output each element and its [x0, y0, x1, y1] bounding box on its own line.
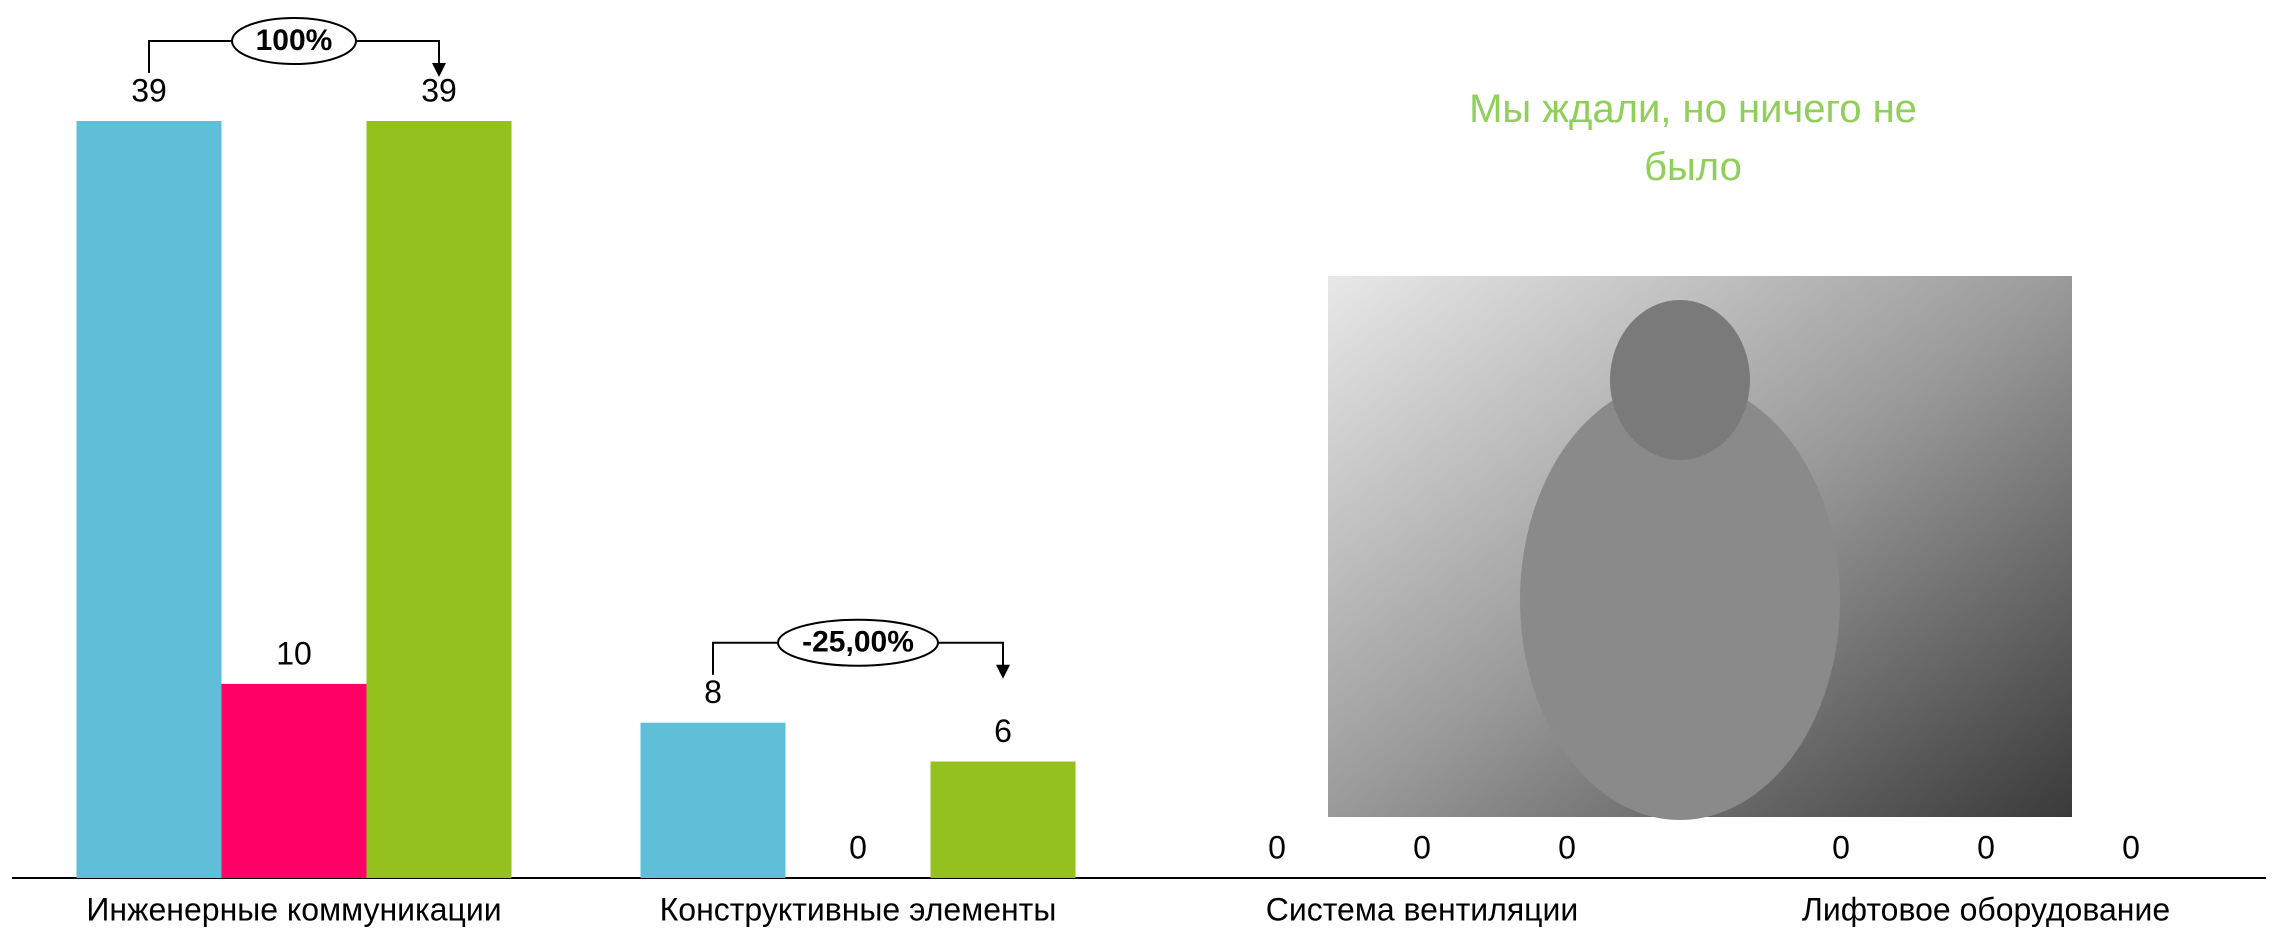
bar — [366, 121, 512, 878]
annotation-label: 100% — [256, 24, 333, 57]
value-label: 10 — [276, 635, 312, 671]
annotation-arrow — [996, 664, 1010, 679]
annotation-arrow — [432, 63, 446, 77]
value-label: 0 — [1413, 829, 1431, 865]
x-tick-label: Лифтовое оборудование — [1802, 891, 2170, 927]
photo-figure-head — [1610, 300, 1750, 460]
value-label: 0 — [1558, 829, 1576, 865]
x-tick-label: Система вентиляции — [1266, 891, 1578, 927]
photo-figure — [1520, 380, 1840, 820]
annotation-label: -25,00% — [802, 626, 914, 659]
bar — [640, 722, 786, 878]
value-label: 6 — [994, 713, 1012, 749]
bar — [221, 683, 367, 878]
x-tick-label: Конструктивные элементы — [660, 891, 1057, 927]
annotation-oval — [777, 618, 939, 667]
value-label: 0 — [2122, 829, 2140, 865]
value-label: 39 — [421, 72, 457, 108]
value-label: 0 — [1977, 829, 1995, 865]
bar — [930, 761, 1076, 878]
bar — [76, 121, 222, 878]
x-tick-label: Инженерные коммуникации — [86, 891, 501, 927]
value-label: 0 — [1268, 829, 1286, 865]
value-label: 0 — [1832, 829, 1850, 865]
value-label: 0 — [849, 829, 867, 865]
annotation-oval — [231, 17, 357, 65]
note: Мы ждали, но ничего не было — [1469, 87, 1917, 189]
value-label: 8 — [704, 674, 722, 710]
value-label: 39 — [131, 72, 167, 108]
